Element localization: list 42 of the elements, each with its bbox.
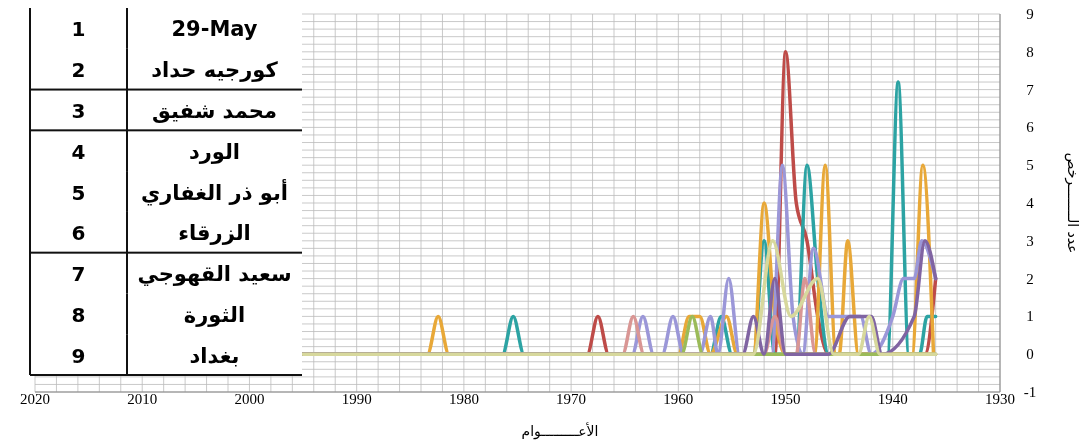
x-tick-label: 1970	[556, 391, 587, 407]
annotation: 3	[71, 98, 86, 123]
x-tick-label: 2000	[234, 391, 265, 407]
y-tick-label: 3	[1026, 232, 1034, 249]
y-tick-label: 7	[1026, 81, 1035, 98]
annotation: 1	[71, 17, 86, 42]
y-tick-label: 9	[1026, 6, 1034, 22]
annotation: الورد	[188, 139, 241, 164]
y-tick-label: 2	[1026, 270, 1034, 287]
annotation: 4	[71, 139, 86, 164]
x-tick-label: 1990	[341, 391, 372, 407]
annotation: كورجيه حداد	[151, 58, 279, 83]
x-tick-label: 1980	[448, 391, 479, 407]
y-tick-label: 8	[1026, 43, 1034, 60]
annotation: سعيد القهوجي	[137, 262, 292, 287]
y-axis-title: عدد الــــــــرخص	[1064, 152, 1080, 254]
annotation: 7	[71, 262, 86, 287]
annotation: أبو ذر الغفاري	[140, 177, 289, 206]
x-tick-label: 1960	[663, 391, 694, 407]
x-axis-title: الأعـــــــــوام	[521, 422, 599, 440]
x-tick-label: 1940	[877, 391, 908, 407]
x-tick-label: 1930	[985, 391, 1015, 407]
annotation: 8	[71, 302, 86, 327]
y-tick-label: 5	[1026, 157, 1034, 174]
annotation: 2	[71, 58, 86, 83]
y-tick-label: 4	[1026, 195, 1035, 211]
y-tick-label: 1	[1026, 308, 1034, 325]
y-tick-label: -1	[1023, 384, 1037, 400]
annotation: الزرقاء	[178, 221, 251, 246]
annotation: 29-May	[171, 17, 258, 42]
x-tick-label: 2010	[127, 391, 158, 407]
y-tick-label: 0	[1026, 346, 1034, 363]
annotation: 9	[71, 343, 86, 368]
line-series	[301, 239, 938, 356]
y-tick-label: 6	[1026, 119, 1035, 136]
annotation: 6	[71, 221, 86, 246]
annotation: الثورة	[183, 302, 246, 327]
annotation: 5	[71, 180, 86, 205]
x-tick-label: 1950	[770, 391, 801, 407]
annotation: بغداد	[189, 343, 240, 368]
annotation: محمد شفيق	[152, 98, 277, 123]
x-tick-label: 2020	[20, 391, 50, 407]
